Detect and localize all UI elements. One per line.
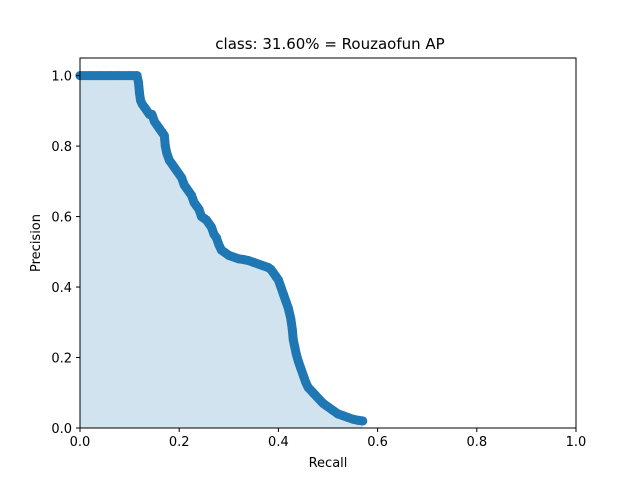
- pr-point: [273, 275, 283, 285]
- x-tick-label: 0.2: [169, 435, 190, 450]
- x-axis-label: Recall: [309, 456, 348, 471]
- y-axis: 0.0 0.2 0.4 0.6 0.8 1.0: [51, 70, 80, 437]
- pr-point: [276, 282, 286, 292]
- pr-point: [160, 141, 170, 151]
- marker-group: [75, 71, 368, 426]
- pr-point: [211, 233, 221, 243]
- pr-point: [298, 370, 308, 380]
- y-axis-label: Precision: [29, 214, 44, 272]
- pr-point: [194, 205, 204, 215]
- x-tick-label: 1.0: [566, 435, 587, 450]
- pr-point: [291, 349, 301, 359]
- pr-point: [283, 303, 293, 313]
- pr-point: [134, 78, 144, 88]
- pr-point: [162, 148, 172, 158]
- pr-point: [287, 324, 297, 334]
- x-tick-label: 0.0: [70, 435, 91, 450]
- y-tick-label: 0.4: [51, 281, 72, 296]
- pr-point: [147, 109, 157, 119]
- chart-title: class: 31.60% = Rouzaofun AP: [215, 35, 444, 53]
- pr-point: [206, 222, 216, 232]
- pr-point: [278, 289, 288, 299]
- pr-point: [290, 342, 300, 352]
- y-tick-label: 0.8: [51, 140, 72, 155]
- pr-point: [177, 173, 187, 183]
- pr-point: [95, 71, 105, 81]
- pr-point: [293, 356, 303, 366]
- pr-point: [288, 335, 298, 345]
- y-tick-label: 0.2: [51, 352, 72, 367]
- pr-point: [286, 314, 296, 324]
- pr-point: [132, 71, 142, 81]
- pr-point: [296, 363, 306, 373]
- pr-point: [85, 71, 95, 81]
- pr-point: [135, 88, 145, 98]
- x-tick-label: 0.4: [268, 435, 289, 450]
- x-tick-label: 0.8: [466, 435, 487, 450]
- pr-point: [115, 71, 125, 81]
- x-axis: 0.0 0.2 0.4 0.6 0.8 1.0: [70, 428, 587, 450]
- pr-point: [358, 416, 368, 426]
- plot-frame: [79, 57, 577, 429]
- pr-point: [125, 71, 135, 81]
- pr-point: [105, 71, 115, 81]
- pr-point: [159, 131, 169, 141]
- x-tick-label: 0.6: [367, 435, 388, 450]
- pr-point: [281, 296, 291, 306]
- y-tick-label: 0.6: [51, 211, 72, 226]
- y-tick-label: 1.0: [51, 70, 72, 85]
- y-tick-label: 0.0: [51, 422, 72, 437]
- pr-point: [187, 190, 197, 200]
